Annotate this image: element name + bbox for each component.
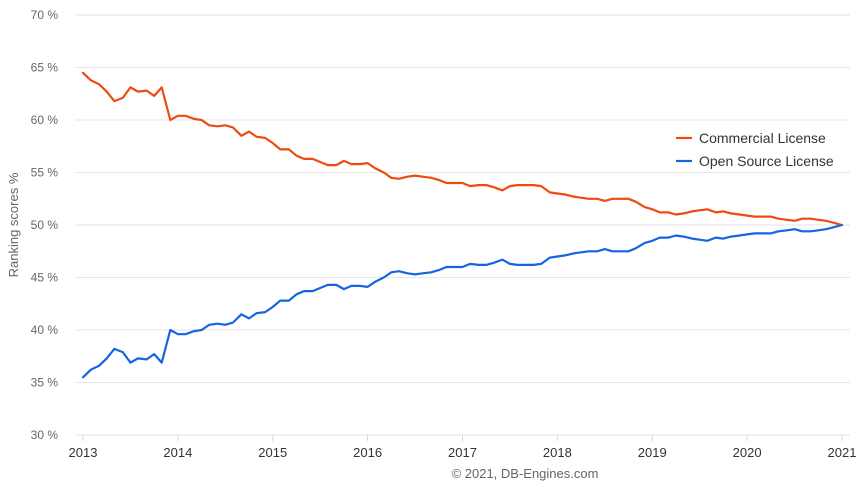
legend-item-label[interactable]: Open Source License (699, 153, 834, 169)
x-tick-label: 2020 (733, 445, 762, 460)
y-tick-label: 65 % (31, 61, 59, 75)
x-tick-label: 2019 (638, 445, 667, 460)
y-axis: 30 % 35 % 40 % 45 % 50 % 55 % 60 % 65 % 70 % (31, 8, 59, 442)
legend: Commercial License Open Source License (676, 130, 834, 169)
x-tick-label: 2018 (543, 445, 572, 460)
x-tick-label: 2015 (258, 445, 287, 460)
x-tick-label: 2014 (163, 445, 192, 460)
y-tick-label: 60 % (31, 113, 59, 127)
y-tick-label: 40 % (31, 323, 59, 337)
y-tick-label: 35 % (31, 376, 59, 390)
y-tick-label: 55 % (31, 166, 59, 180)
gridlines (75, 14, 850, 436)
y-tick-label: 70 % (31, 8, 59, 22)
y-axis-title: Ranking scores % (6, 172, 21, 277)
x-tick-label: 2017 (448, 445, 477, 460)
y-tick-label: 30 % (31, 428, 59, 442)
x-tick-label: 2021 (828, 445, 857, 460)
credits-text: © 2021, DB-Engines.com (452, 466, 599, 481)
series-line-commercial[interactable] (81, 71, 844, 227)
y-tick-label: 50 % (31, 218, 59, 232)
x-tick-label: 2016 (353, 445, 382, 460)
y-tick-label: 45 % (31, 271, 59, 285)
x-axis: 2013 2014 2015 2016 2017 2018 2019 2020 2021 (69, 435, 857, 460)
x-tick-label: 2013 (69, 445, 98, 460)
series-line-open-source[interactable] (81, 223, 844, 379)
series-lines (81, 71, 844, 379)
legend-item-label[interactable]: Commercial License (699, 130, 826, 146)
